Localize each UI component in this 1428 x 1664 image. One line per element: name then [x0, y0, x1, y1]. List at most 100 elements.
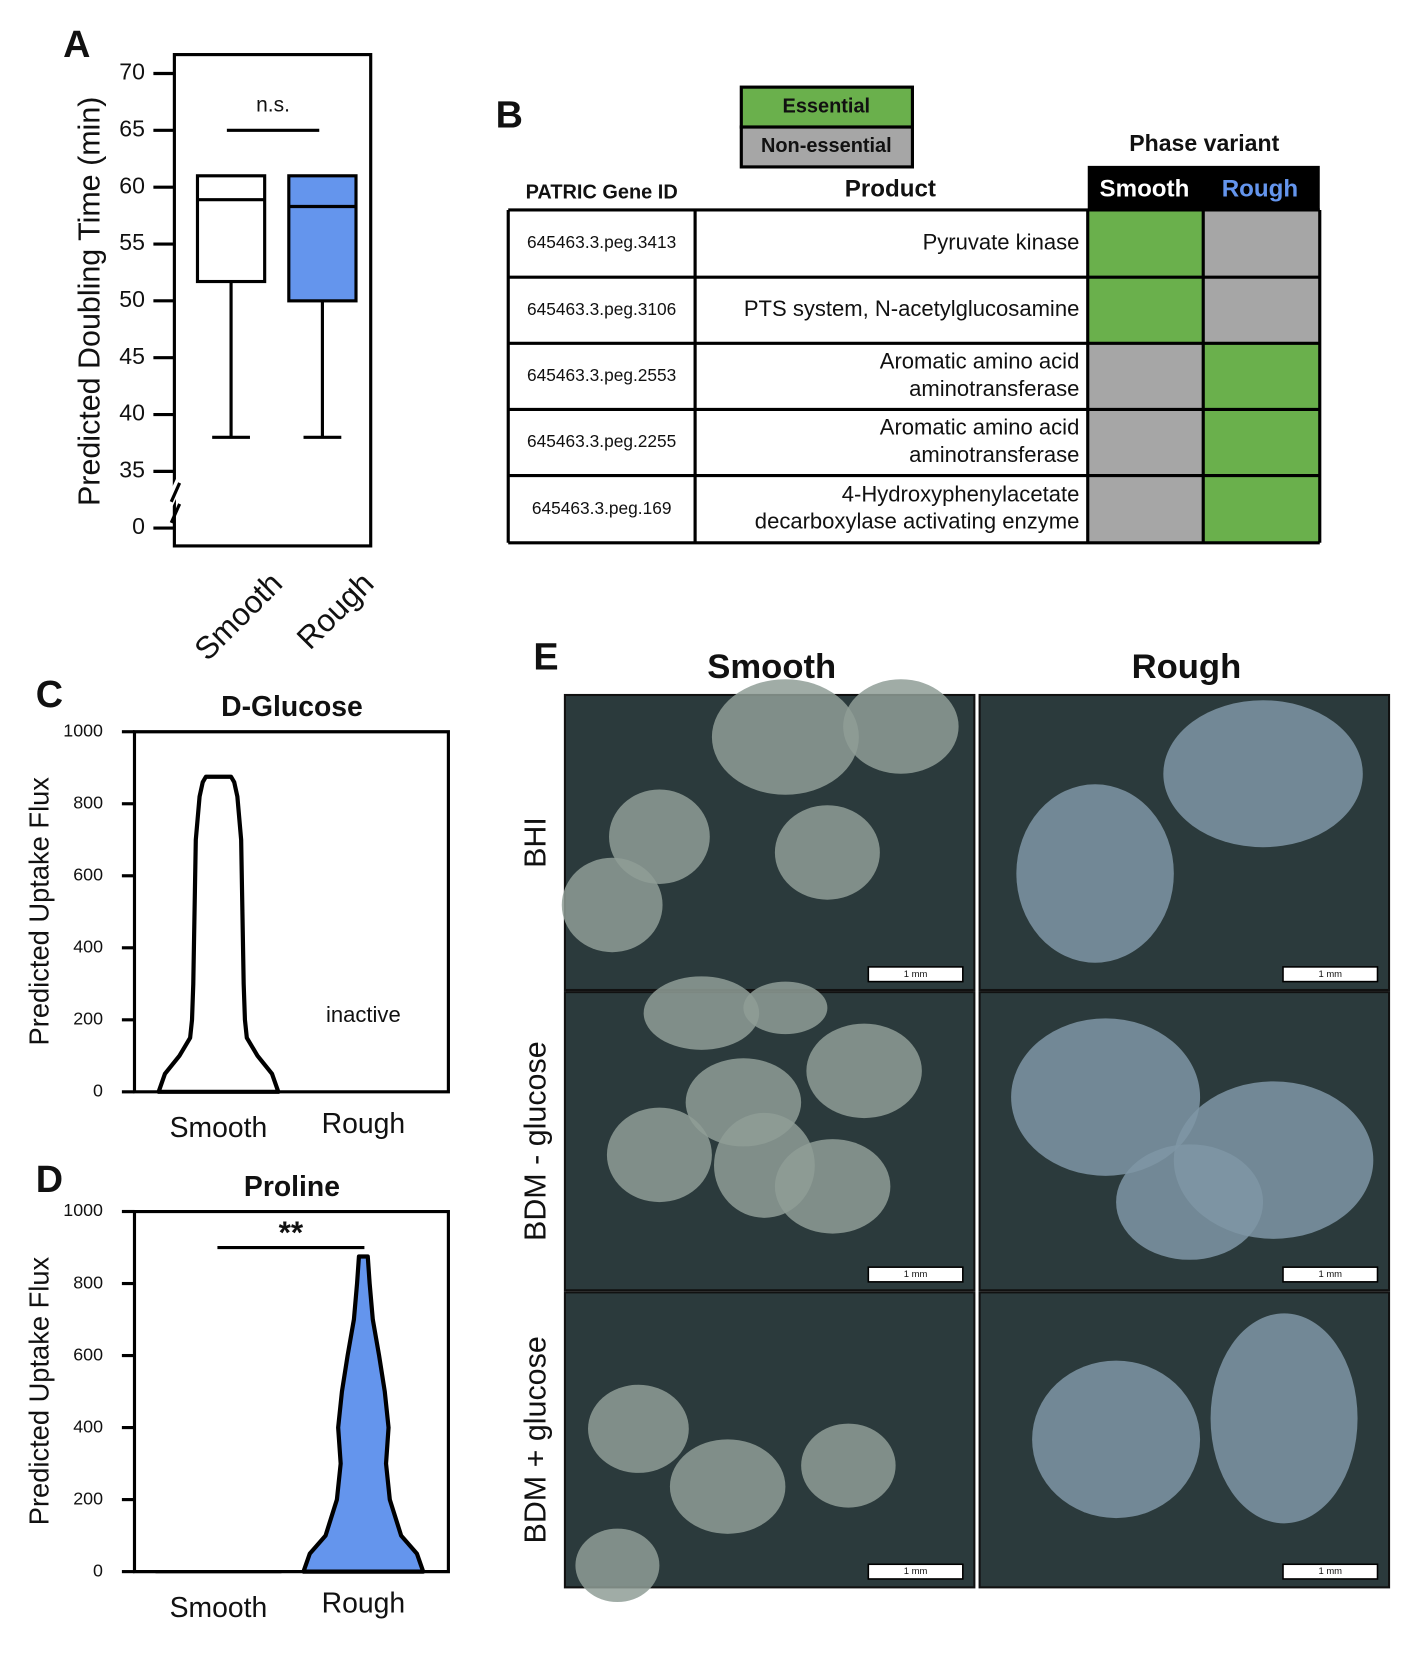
y-tick-label: 600: [73, 1344, 103, 1364]
product: Pyruvate kinase: [923, 229, 1080, 254]
column-header: Rough: [1222, 175, 1298, 202]
scale-bar-label: 1 mm: [1318, 969, 1342, 980]
y-tick-label: 400: [73, 1416, 103, 1436]
colony: [801, 1423, 896, 1508]
gene-id: 645463.3.peg.169: [532, 498, 672, 518]
y-axis-label: Predicted Uptake Flux: [23, 777, 54, 1046]
y-tick-label: 600: [73, 864, 103, 884]
status-cell: [1203, 409, 1320, 476]
product: Aromatic amino acid: [880, 415, 1080, 440]
colony: [669, 1439, 786, 1534]
legend-swatch: [739, 85, 914, 129]
scale-bar-label: 1 mm: [1318, 1269, 1342, 1280]
status-cell: [1203, 343, 1320, 410]
colony: [575, 1528, 660, 1603]
scale-bar: [1282, 966, 1379, 983]
axis-break: [169, 482, 182, 503]
scale-bar-label: 1 mm: [904, 1269, 928, 1280]
product: decarboxylase activating enzyme: [755, 509, 1080, 534]
colony: [843, 679, 959, 774]
y-tick-label: 65: [119, 115, 145, 141]
gene-id: 645463.3.peg.2553: [527, 365, 676, 385]
y-tick-label: 200: [73, 1488, 103, 1508]
box: [287, 174, 358, 303]
scale-bar-label: 1 mm: [904, 1566, 928, 1577]
panel-letter: E: [533, 636, 558, 678]
status-cell: [1087, 343, 1204, 410]
colony: [743, 981, 828, 1035]
status-cell: [1087, 475, 1204, 543]
colony: [1032, 1360, 1201, 1519]
colony: [606, 1107, 712, 1203]
legend-swatch: [739, 125, 914, 169]
gene-id: 645463.3.peg.3413: [527, 232, 676, 252]
photo: 1 mm: [978, 1291, 1391, 1589]
x-tick-label: Smooth: [170, 1592, 268, 1624]
status-cell: [1203, 277, 1320, 344]
column-header: Smooth: [707, 648, 836, 686]
y-tick-label: 1000: [63, 720, 103, 740]
chart-title: D-Glucose: [221, 691, 363, 723]
photo: 1 mm: [978, 693, 1391, 992]
row-label: BDM + glucose: [519, 1336, 553, 1543]
scale-bar: [867, 1266, 964, 1283]
colony: [588, 1384, 689, 1473]
scale-bar: [1282, 1266, 1379, 1283]
product: aminotransferase: [909, 442, 1079, 467]
y-tick-label: 0: [93, 1560, 103, 1580]
colony: [774, 1139, 891, 1234]
y-axis-label: Predicted Uptake Flux: [23, 1256, 54, 1525]
y-tick-label: 35: [119, 456, 145, 482]
colony: [774, 805, 880, 900]
colony: [609, 789, 710, 884]
y-tick-label: 400: [73, 937, 103, 957]
group-header: Phase variant: [1129, 130, 1279, 156]
colony: [1016, 784, 1174, 963]
chart-title: Proline: [244, 1171, 340, 1203]
y-tick-label: 70: [119, 59, 145, 85]
colony: [1210, 1313, 1358, 1524]
product: PTS system, N-acetylglucosamine: [744, 296, 1079, 321]
y-tick-label: 50: [119, 286, 145, 312]
column-header: Product: [845, 175, 936, 202]
violin: [301, 1254, 426, 1574]
gene-id: 645463.3.peg.2255: [527, 431, 676, 451]
colony: [711, 679, 859, 795]
status-cell: [1203, 209, 1320, 278]
axis-break: [169, 503, 182, 524]
product: 4-Hydroxyphenylacetate: [842, 481, 1080, 506]
colony: [1116, 1144, 1264, 1260]
product: aminotransferase: [909, 376, 1079, 401]
y-tick-label: 0: [132, 513, 145, 539]
y-axis-label: Predicted Doubling Time (min): [72, 97, 106, 506]
colony: [1011, 1018, 1201, 1176]
colony: [643, 976, 760, 1050]
x-tick-label: Smooth: [187, 565, 289, 667]
y-tick-label: 200: [73, 1009, 103, 1029]
photo: 1 mm: [561, 679, 976, 992]
column-header: Rough: [1132, 648, 1242, 686]
scale-bar: [867, 1563, 964, 1580]
photo: 1 mm: [563, 1291, 976, 1603]
panel-letter: C: [36, 674, 63, 716]
gene-id: 645463.3.peg.3106: [527, 299, 676, 319]
y-tick-label: 0: [93, 1081, 103, 1101]
significance-label: **: [279, 1214, 304, 1250]
scale-bar: [1282, 1563, 1379, 1580]
scale-bar-label: 1 mm: [904, 969, 928, 980]
box: [195, 174, 267, 284]
column-header: Smooth: [1100, 175, 1190, 202]
legend-label: Essential: [783, 95, 871, 117]
photo: 1 mm: [563, 976, 976, 1292]
annotation: inactive: [326, 1002, 401, 1027]
x-tick-label: Smooth: [170, 1112, 268, 1144]
colony: [561, 857, 663, 953]
scale-bar-label: 1 mm: [1318, 1566, 1342, 1577]
header-band: [1087, 165, 1320, 210]
status-cell: [1087, 209, 1204, 278]
colony: [806, 1023, 922, 1119]
y-tick-label: 60: [119, 172, 145, 198]
panel-letter: D: [36, 1159, 63, 1201]
